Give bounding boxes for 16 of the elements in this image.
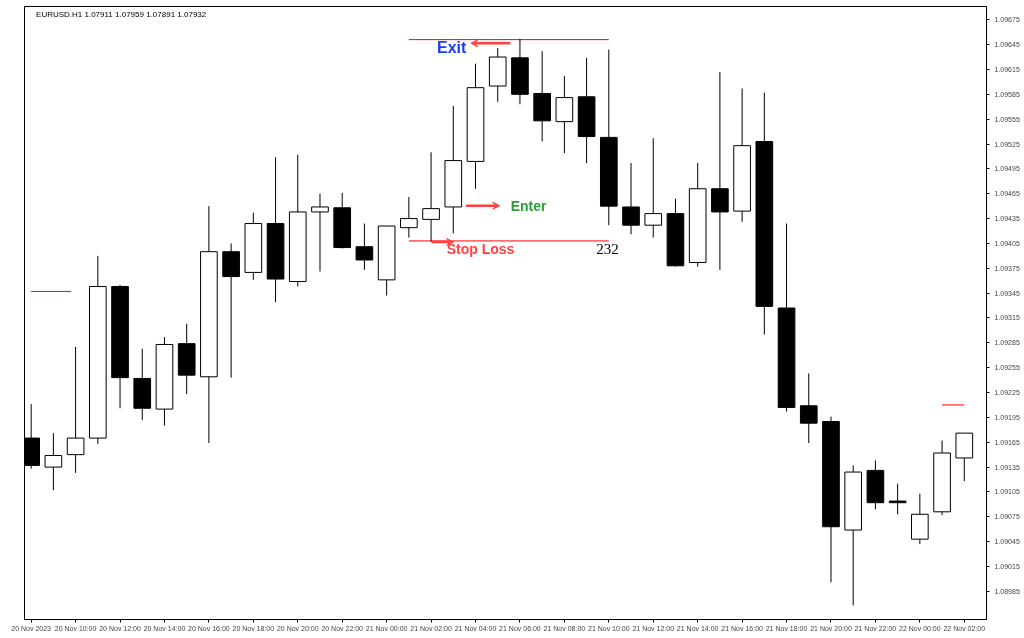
candlestick <box>422 151 440 243</box>
candlestick <box>66 346 85 474</box>
candlestick <box>44 432 63 491</box>
annotation: Enter <box>510 197 548 214</box>
annotation: Stop Loss <box>446 240 515 257</box>
candlestick <box>622 162 640 235</box>
annotation: 232 <box>596 240 619 257</box>
candlestick <box>644 137 663 239</box>
candlestick <box>711 71 729 271</box>
annotation: Exit <box>436 39 467 57</box>
candlestick <box>311 193 329 273</box>
candlestick <box>355 223 374 271</box>
candlestick <box>799 372 818 444</box>
candlestick <box>400 196 418 239</box>
chart-title: EURUSD.H1 1.07911 1.07959 1.07891 1.07932 <box>36 9 207 19</box>
candlestick <box>888 483 907 515</box>
